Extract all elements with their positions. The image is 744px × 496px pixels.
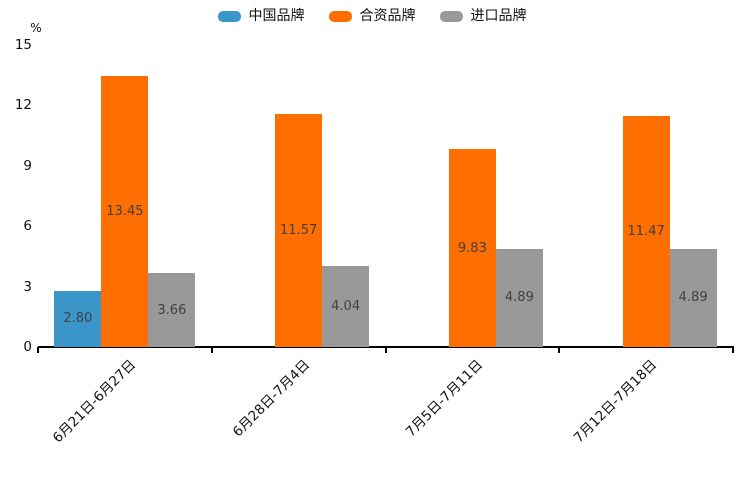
- x-axis-tick: [558, 347, 561, 353]
- y-axis-unit-label: %: [30, 21, 42, 35]
- bar-value-label: 13.45: [106, 204, 144, 220]
- bar-value-label: 4.89: [678, 290, 708, 306]
- bar-import-brand: 4.89: [495, 248, 543, 347]
- legend-label-china-brand: 中国品牌: [248, 8, 305, 24]
- y-tick-label: 0: [23, 339, 32, 355]
- chart-legend: 中国品牌 合资品牌 进口品牌: [0, 8, 744, 24]
- y-tick-label: 3: [23, 278, 32, 295]
- bar-value-label: 11.47: [627, 224, 665, 240]
- legend-swatch-china-brand: [217, 10, 241, 22]
- bar-china-brand: 2.80: [54, 290, 102, 347]
- y-tick-label: 12: [14, 97, 32, 114]
- legend-label-joint-venture-brand: 合资品牌: [359, 8, 416, 24]
- bar-import-brand: 4.89: [669, 248, 717, 347]
- bar-import-brand: 3.66: [148, 273, 196, 347]
- bar-import-brand: 4.04: [322, 265, 370, 347]
- x-axis-tick: [732, 347, 734, 353]
- legend-item-import-brand: 进口品牌: [439, 8, 527, 24]
- x-axis-tick: [210, 347, 213, 353]
- legend-swatch-joint-venture-brand: [328, 10, 352, 22]
- y-tick-label: 9: [23, 157, 32, 174]
- legend-item-china-brand: 中国品牌: [217, 8, 305, 24]
- bar-value-label: 2.80: [63, 311, 93, 327]
- bar-joint-venture-brand: 13.45: [101, 76, 149, 347]
- bar-joint-venture-brand: 11.57: [275, 114, 323, 347]
- bar-value-label: 9.83: [457, 240, 487, 256]
- bar-value-label: 11.57: [280, 223, 318, 239]
- bar-joint-venture-brand: 9.83: [448, 149, 496, 347]
- y-tick-label: 15: [14, 37, 32, 53]
- legend-item-joint-venture-brand: 合资品牌: [328, 8, 416, 24]
- x-axis-label: 7月5日-7月11日: [403, 356, 487, 441]
- bar-joint-venture-brand: 11.47: [622, 116, 670, 347]
- x-axis-label: 6月28日-7月4日: [229, 356, 313, 441]
- bar-value-label: 3.66: [157, 302, 187, 318]
- x-axis-tick: [384, 347, 387, 353]
- y-tick-label: 6: [23, 218, 32, 235]
- legend-swatch-import-brand: [439, 10, 463, 22]
- x-axis-label: 6月21日-6月27日: [49, 356, 140, 447]
- legend-label-import-brand: 进口品牌: [470, 8, 527, 24]
- bar-value-label: 4.04: [331, 298, 361, 314]
- x-axis-label: 7月12日-7月18日: [570, 356, 661, 447]
- x-axis-tick: [37, 347, 39, 353]
- bar-value-label: 4.89: [504, 290, 534, 306]
